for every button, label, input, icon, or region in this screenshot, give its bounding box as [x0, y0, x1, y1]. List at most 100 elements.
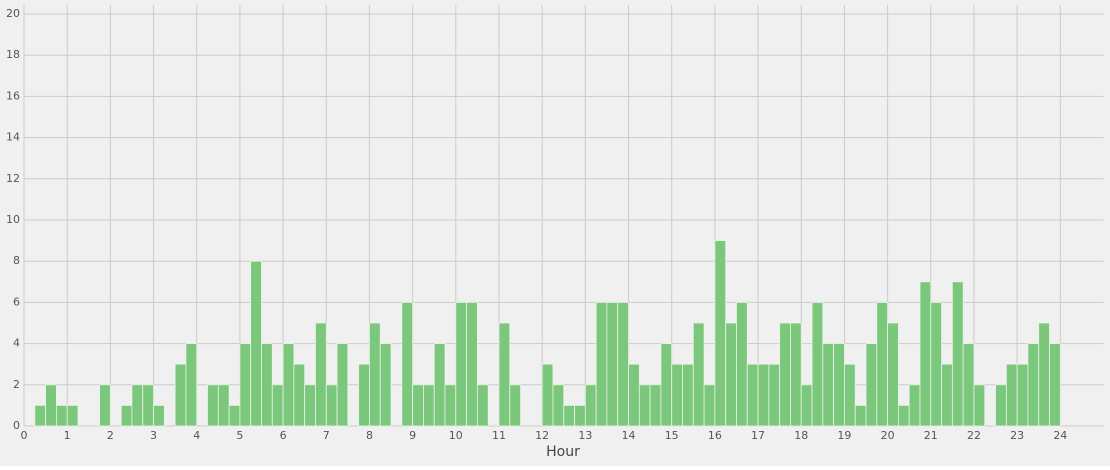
- bar: [66, 404, 79, 427]
- y-tick-label: 20: [6, 7, 20, 20]
- x-tick-label: 3: [150, 429, 157, 442]
- bar: [887, 322, 899, 427]
- bar: [563, 404, 575, 427]
- y-tick-label: 18: [6, 48, 20, 61]
- bar: [509, 384, 521, 427]
- x-tick-label: 10: [449, 429, 463, 442]
- y-tick-label: 0: [13, 419, 20, 432]
- bar: [703, 384, 716, 427]
- bar: [401, 301, 414, 427]
- bar: [692, 322, 705, 427]
- bar: [574, 404, 586, 427]
- bar: [854, 404, 867, 427]
- bar: [876, 301, 888, 427]
- bar: [174, 363, 187, 427]
- x-tick-label: 14: [622, 429, 636, 442]
- bar: [55, 404, 68, 427]
- bar: [725, 322, 737, 427]
- x-tick-label: 2: [107, 429, 114, 442]
- bar: [99, 384, 111, 427]
- bar: [833, 343, 845, 427]
- bar: [595, 301, 608, 427]
- x-tick-label: 9: [409, 429, 416, 442]
- x-tick-label: 23: [1010, 429, 1024, 442]
- bar: [790, 322, 802, 427]
- bar: [995, 384, 1007, 427]
- x-tick-label: 6: [280, 429, 287, 442]
- bar: [844, 363, 856, 427]
- bar: [779, 322, 791, 427]
- y-tick-label: 12: [6, 172, 20, 185]
- bar: [865, 343, 878, 427]
- x-tick-label: 1: [64, 429, 71, 442]
- bar: [476, 384, 489, 427]
- bar: [455, 301, 467, 427]
- x-tick-label: 17: [751, 429, 765, 442]
- bar: [1016, 363, 1029, 427]
- bar: [466, 301, 478, 427]
- bar: [250, 260, 262, 427]
- bar: [736, 301, 748, 427]
- bar: [671, 363, 683, 427]
- bar: [217, 384, 230, 427]
- x-tick-label: 5: [236, 429, 243, 442]
- bar: [638, 384, 651, 427]
- x-tick-label: 12: [535, 429, 549, 442]
- bar: [369, 322, 381, 427]
- bar: [757, 363, 770, 427]
- y-tick-label: 4: [13, 337, 20, 350]
- y-tick-label: 8: [13, 254, 20, 267]
- bar: [897, 404, 910, 427]
- bar: [293, 363, 306, 427]
- bar: [185, 343, 198, 427]
- bar: [1005, 363, 1018, 427]
- bar: [941, 363, 953, 427]
- bar: [1038, 322, 1050, 427]
- x-tick-label: 11: [492, 429, 506, 442]
- bar: [930, 301, 942, 427]
- bar: [282, 343, 295, 427]
- y-tick-label: 6: [13, 295, 20, 308]
- bar: [822, 343, 835, 427]
- x-tick-label: 8: [366, 429, 373, 442]
- bar: [444, 384, 457, 427]
- bar: [1027, 343, 1040, 427]
- bar: [649, 384, 662, 427]
- bar: [239, 343, 252, 427]
- x-tick-label: 4: [193, 429, 200, 442]
- x-tick-label: 0: [21, 429, 28, 442]
- y-tick-label: 16: [6, 89, 20, 102]
- x-tick-label: 7: [323, 429, 330, 442]
- bar: [45, 384, 57, 427]
- x-axis-label: Hour: [546, 444, 580, 460]
- bar: [660, 343, 673, 427]
- y-tick-label: 14: [6, 131, 20, 144]
- bar: [271, 384, 284, 427]
- bar: [498, 322, 511, 427]
- bar: [228, 404, 241, 427]
- bar: [962, 343, 975, 427]
- bar: [379, 343, 392, 427]
- bar: [682, 363, 694, 427]
- bar: [336, 343, 349, 427]
- x-tick-label: 20: [881, 429, 895, 442]
- x-tick-label: 22: [967, 429, 981, 442]
- bar: [131, 384, 144, 427]
- bar: [207, 384, 219, 427]
- x-tick-label: 18: [794, 429, 808, 442]
- bar: [768, 363, 781, 427]
- bar: [617, 301, 629, 427]
- bar: [315, 322, 327, 427]
- bar: [584, 384, 597, 427]
- bar: [433, 343, 446, 427]
- bar: [358, 363, 370, 427]
- bar: [908, 384, 921, 427]
- bar: [552, 384, 565, 427]
- bar: [811, 301, 824, 427]
- bar: [142, 384, 154, 427]
- bar: [304, 384, 316, 427]
- x-tick-label: 24: [1053, 429, 1067, 442]
- bar: [325, 384, 338, 427]
- y-tick-label: 2: [13, 378, 20, 391]
